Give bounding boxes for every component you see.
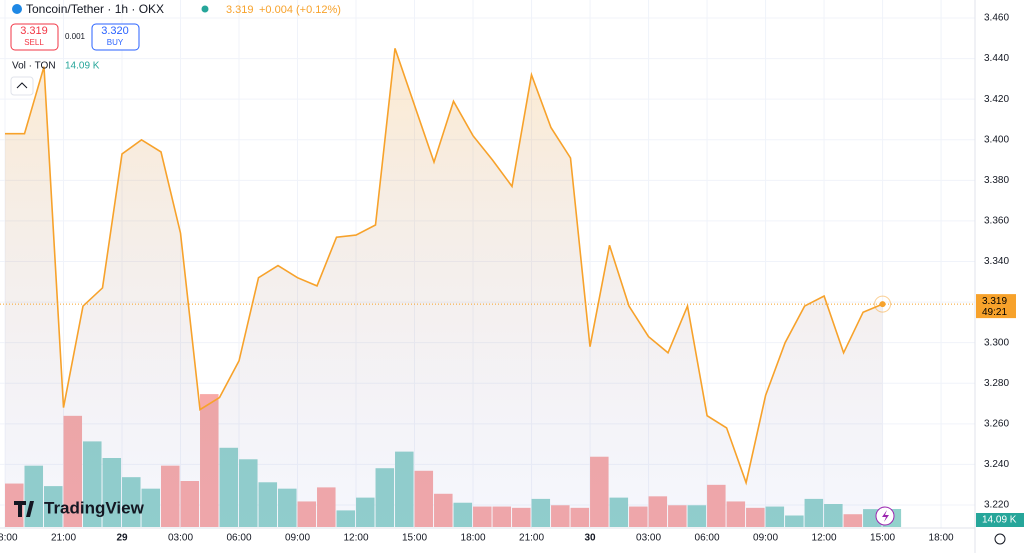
- change: +0.004 (+0.12%): [259, 4, 341, 16]
- spread: 0.001: [65, 32, 86, 41]
- x-tick-label: 12:00: [344, 533, 369, 544]
- y-tick-label: 3.240: [984, 459, 1009, 470]
- y-tick-label: 3.380: [984, 175, 1009, 186]
- last-point-halo: [874, 295, 892, 313]
- volume-value: 14.09 K: [65, 61, 100, 72]
- logo-icon: [14, 501, 34, 517]
- x-tick-label: 03:00: [168, 533, 193, 544]
- symbol-icon: [12, 4, 22, 14]
- last-point: [879, 301, 886, 308]
- symbol: Toncoin/Tether · 1h · OKX: [26, 2, 164, 16]
- settings-icon[interactable]: [994, 533, 1006, 545]
- y-tick-label: 3.400: [984, 134, 1009, 145]
- x-tick-label: 03:00: [636, 533, 661, 544]
- y-tick-label: 3.340: [984, 256, 1009, 267]
- x-tick-label: 18:00: [461, 533, 486, 544]
- x-tick-label: 09:00: [753, 533, 778, 544]
- price-tag: [976, 294, 1016, 319]
- price-line: [5, 48, 883, 486]
- last-price: 3.319: [226, 4, 254, 16]
- x-tick-label: 18:00: [0, 533, 18, 544]
- volume-title: Vol · TON: [12, 61, 56, 72]
- x-tick-label: 21:00: [519, 533, 544, 544]
- x-tick-label: 30: [584, 533, 596, 544]
- price-area: [5, 48, 883, 528]
- x-tick-label: 15:00: [402, 533, 427, 544]
- sell-button[interactable]: [10, 23, 59, 51]
- x-tick-label: 12:00: [812, 533, 837, 544]
- price-tag-value: 3.319: [982, 296, 1007, 307]
- x-tick-label: 21:00: [51, 533, 76, 544]
- collapse-icon: [16, 82, 28, 89]
- sell-label: SELL: [24, 38, 44, 47]
- volume-tag: [976, 513, 1024, 527]
- y-tick-label: 3.420: [984, 94, 1009, 105]
- x-tick-label: 29: [116, 533, 128, 544]
- sell-price: 3.319: [20, 25, 48, 37]
- buy-price: 3.320: [101, 25, 129, 37]
- y-tick-label: 3.220: [984, 500, 1009, 511]
- countdown: 49:21: [982, 307, 1007, 318]
- x-tick-label: 18:00: [929, 533, 954, 544]
- volume-tag-value: 14.09 K: [982, 515, 1017, 526]
- x-tick-label: 06:00: [695, 533, 720, 544]
- y-tick-label: 3.280: [984, 378, 1009, 389]
- buy-button[interactable]: [91, 23, 140, 51]
- x-tick-label: 06:00: [227, 533, 252, 544]
- collapse-button[interactable]: [10, 76, 34, 96]
- y-tick-label: 3.460: [984, 13, 1009, 24]
- x-tick-label: 09:00: [285, 533, 310, 544]
- y-tick-label: 3.260: [984, 418, 1009, 429]
- logo: TradingView: [44, 498, 145, 517]
- y-tick-label: 3.440: [984, 53, 1009, 64]
- lightning-icon: [882, 510, 889, 522]
- status-dot: [201, 5, 209, 13]
- buy-label: BUY: [107, 38, 124, 47]
- y-tick-label: 3.300: [984, 337, 1009, 348]
- x-tick-label: 15:00: [870, 533, 895, 544]
- y-tick-label: 3.360: [984, 216, 1009, 227]
